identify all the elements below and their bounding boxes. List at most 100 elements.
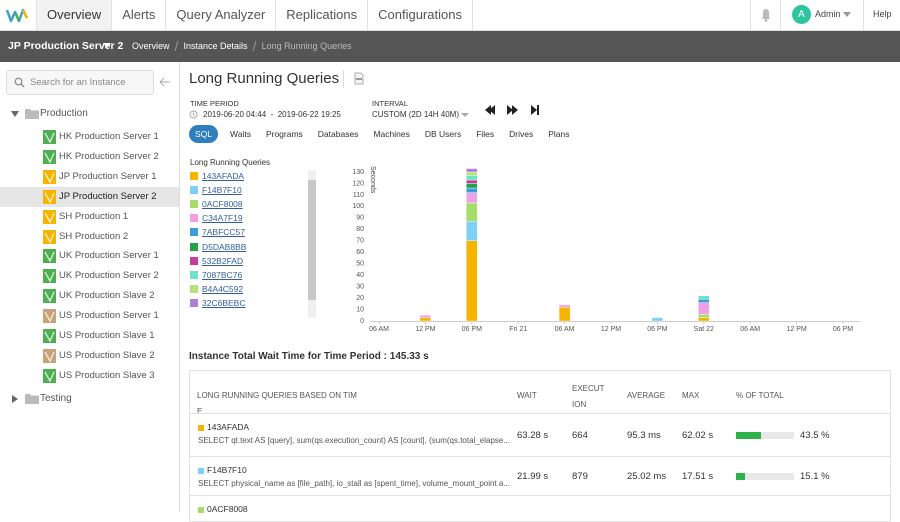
x-tick-label: 06 AM — [369, 326, 389, 333]
nav-tabs: Overview Alerts Query Analyzer Replications… — [36, 0, 473, 30]
legend-scrollbar[interactable] — [308, 170, 316, 318]
column-header: MAX — [682, 391, 700, 400]
x-tick-label: 06 PM — [647, 326, 667, 333]
instance-item[interactable]: UK Production Server 2 — [0, 266, 179, 286]
bar-segment — [466, 221, 478, 241]
bar-segment — [466, 202, 478, 222]
legend-item[interactable]: 7087BC76 — [190, 269, 300, 281]
legend-item[interactable]: 0ACF8008 — [190, 198, 300, 210]
notifications[interactable] — [750, 0, 781, 30]
bar-segment — [466, 179, 478, 184]
legend-item[interactable]: F14B7F10 — [190, 184, 300, 196]
time-period[interactable]: 2019-06-20 04:44 - 2019-06-22 19:25 — [203, 110, 341, 119]
dimension-tab[interactable]: Programs — [265, 129, 303, 139]
instance-item[interactable]: SH Production 2 — [0, 227, 179, 247]
legend-item[interactable]: D5DAB8BB — [190, 241, 300, 253]
legend-label[interactable]: 7ABFCC57 — [202, 227, 245, 238]
legend-label[interactable]: 32C6BEBC — [202, 297, 246, 308]
breadcrumb: Long Running Queries — [261, 41, 352, 51]
instance-item[interactable]: US Production Slave 2 — [0, 346, 179, 366]
instance-item[interactable]: JP Production Server 2 — [0, 186, 179, 207]
breadcrumb[interactable]: Instance Details — [183, 41, 248, 51]
query-swatch — [198, 425, 204, 431]
bar-segment — [466, 187, 478, 193]
dimension-tab[interactable]: Files — [476, 129, 495, 139]
search-box[interactable]: Search for an Instance — [6, 70, 154, 95]
y-tick-label: 70 — [356, 238, 364, 245]
query-text: SELECT physical_name as [file_path], io_… — [198, 479, 511, 488]
x-tick-label: 12 PM — [601, 326, 621, 333]
instance-label: SH Production 1 — [59, 210, 129, 222]
instance-label: UK Production Server 2 — [59, 270, 159, 282]
instance-item[interactable]: UK Production Slave 2 — [0, 286, 179, 306]
legend-label[interactable]: 532B2FAD — [202, 255, 244, 266]
instance-item[interactable]: HK Production Server 2 — [0, 147, 179, 167]
tree-group[interactable]: Production — [0, 104, 179, 124]
nav-tab[interactable]: Alerts — [112, 0, 167, 30]
nav-tab[interactable]: Replications — [276, 0, 369, 30]
instance-item[interactable]: US Production Slave 1 — [0, 326, 179, 346]
collapse-button[interactable] — [159, 77, 171, 87]
legend-item[interactable]: B4A4C592 — [190, 283, 300, 295]
instance-label: US Production Slave 2 — [59, 349, 155, 361]
nav-tab[interactable]: Configurations — [368, 0, 473, 30]
query-id[interactable]: 143AFADA — [207, 422, 250, 432]
percent-label: 15.1 % — [800, 470, 830, 482]
breadcrumb-separator — [252, 41, 256, 51]
dimension-tab[interactable]: DB Users — [424, 129, 462, 139]
legend-label[interactable]: D5DAB8BB — [202, 241, 247, 252]
dimension-tab[interactable]: Machines — [373, 129, 410, 139]
dimension-tab[interactable]: Databases — [317, 129, 359, 139]
chart: Seconds 0 10 20 30 40 50 60 70 80 90 100 110 120 130 0… — [352, 166, 860, 333]
bar-segment — [698, 299, 710, 303]
dimension-tab[interactable]: SQL — [189, 125, 219, 143]
legend-label[interactable]: B4A4C592 — [202, 283, 244, 294]
row-divider — [190, 495, 890, 496]
interval[interactable]: CUSTOM (2D 14H 40M) — [372, 110, 459, 119]
legend-item[interactable]: 32C6BEBC — [190, 297, 300, 309]
legend-item[interactable]: 7ABFCC57 — [190, 226, 300, 238]
bar-segment — [419, 317, 432, 322]
user-menu[interactable]: A Admin — [780, 0, 864, 30]
query-text: SELECT qt.text AS [query], sum(qs.execut… — [198, 436, 511, 445]
breadcrumb[interactable]: Overview — [132, 41, 170, 51]
instance-item[interactable]: US Production Server 1 — [0, 306, 179, 326]
breadcrumb-separator — [174, 41, 178, 51]
help-link[interactable]: Help — [873, 9, 892, 19]
user-name: Admin — [815, 9, 841, 19]
instance-item[interactable]: UK Production Server 1 — [0, 246, 179, 266]
instance-item[interactable]: US Production Slave 3 — [0, 366, 179, 386]
query-id[interactable]: 0ACF8008 — [207, 504, 248, 514]
query-id[interactable]: F14B7F10 — [207, 465, 247, 475]
legend-item[interactable]: 143AFADA — [190, 170, 300, 182]
y-tick-label: 80 — [356, 226, 364, 233]
dimension-tab[interactable]: Drives — [509, 129, 534, 139]
dimension-tab[interactable]: Plans — [548, 129, 570, 139]
y-tick-label: 50 — [356, 261, 364, 268]
legend-label[interactable]: C34A7F19 — [202, 213, 243, 224]
interval-label: INTERVAL — [372, 99, 408, 108]
legend-label[interactable]: F14B7F10 — [202, 185, 242, 196]
nav-tab[interactable]: Query Analyzer — [166, 0, 277, 30]
legend-item[interactable]: 532B2FAD — [190, 255, 300, 267]
dimension-tab[interactable]: Waits — [230, 129, 251, 139]
pdf-export[interactable] — [354, 72, 364, 85]
playback-controls[interactable] — [485, 104, 545, 116]
bar-segment — [698, 317, 710, 322]
y-tick-label: 20 — [356, 295, 364, 302]
legend-item[interactable]: C34A7F19 — [190, 212, 300, 224]
legend-swatch — [190, 200, 198, 209]
legend-label[interactable]: 143AFADA — [202, 171, 245, 181]
bar-segment — [466, 240, 478, 322]
tree-group[interactable]: Testing — [0, 389, 179, 409]
instance-item[interactable]: JP Production Server 1 — [0, 167, 179, 187]
legend-label[interactable]: 0ACF8008 — [202, 199, 243, 210]
bar-segment — [466, 171, 478, 176]
legend-label[interactable]: 7087BC76 — [202, 269, 243, 280]
page-title: Long Running Queries — [189, 70, 340, 87]
instance-selector[interactable]: JP Production Server 2 — [8, 40, 124, 52]
nav-tab[interactable]: Overview — [36, 0, 113, 30]
instance-item[interactable]: HK Production Server 1 — [0, 127, 179, 147]
instance-item[interactable]: SH Production 1 — [0, 207, 179, 227]
y-axis-label: Seconds — [369, 166, 376, 194]
